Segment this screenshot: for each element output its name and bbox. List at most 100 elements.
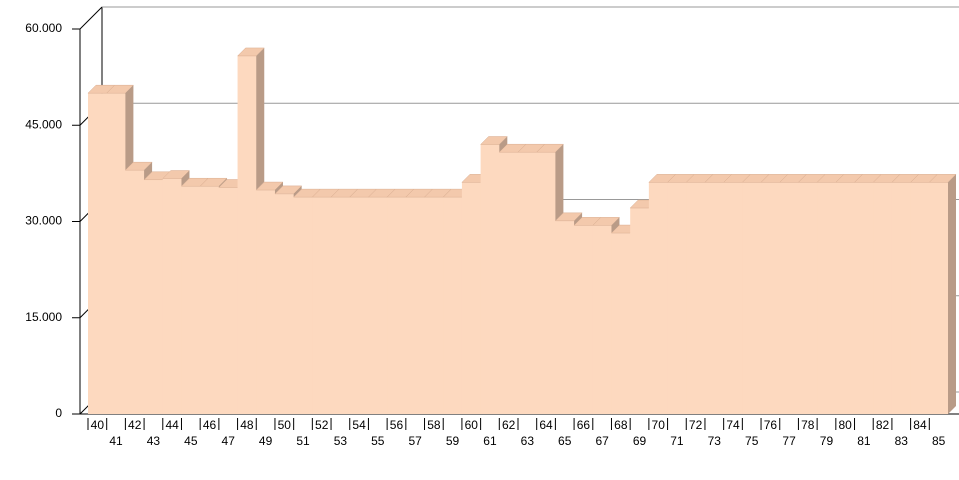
bar (331, 197, 351, 414)
bar (293, 197, 313, 414)
bar (667, 182, 687, 414)
x-tick-label: 70 (652, 418, 666, 432)
x-tick-label: 64 (539, 418, 553, 432)
x-tick-label: 62 (502, 418, 516, 432)
x-tick-label: 46 (203, 418, 217, 432)
x-tick-label: 84 (913, 418, 927, 432)
x-tick-label: 80 (838, 418, 852, 432)
x-tick-label: 49 (259, 434, 273, 448)
bar (574, 225, 594, 414)
bar (854, 182, 874, 414)
x-tick-label: 54 (352, 418, 366, 432)
bar-side (274, 182, 283, 194)
bar (256, 190, 276, 414)
x-tick-label: 60 (465, 418, 479, 432)
x-tick-label: 58 (427, 418, 441, 432)
x-tick-label: 75 (745, 434, 759, 448)
x-tick-label: 47 (222, 434, 236, 448)
y-tick-label: 15.000 (25, 310, 62, 324)
bar (368, 197, 388, 414)
bar (686, 182, 706, 414)
x-tick-label: 72 (689, 418, 703, 432)
bar-side (256, 47, 265, 191)
bar-side (293, 185, 302, 198)
bar (181, 186, 201, 414)
bar (891, 182, 912, 414)
x-tick-label: 51 (296, 434, 310, 448)
bar (742, 182, 762, 414)
bar-side (181, 170, 190, 187)
bar (387, 197, 407, 414)
bar (88, 93, 108, 415)
bar (873, 182, 893, 414)
bar (144, 179, 164, 414)
bar-side (574, 212, 583, 226)
bar (461, 182, 482, 414)
y-tick-label: 45.000 (25, 117, 62, 131)
x-tick-label: 81 (857, 434, 871, 448)
bar (630, 208, 650, 414)
bar (218, 187, 239, 414)
x-tick-label: 83 (895, 434, 909, 448)
bar (518, 152, 538, 414)
x-tick-label: 55 (371, 434, 385, 448)
bar (611, 233, 631, 414)
x-tick-label: 45 (184, 434, 198, 448)
x-tick-label: 71 (670, 434, 684, 448)
x-tick-label: 77 (782, 434, 796, 448)
bar (555, 220, 575, 414)
x-tick-label: 82 (876, 418, 890, 432)
x-tick-label: 50 (278, 418, 292, 432)
x-tick-label: 61 (483, 434, 497, 448)
x-tick-label: 74 (726, 418, 740, 432)
bar (761, 182, 781, 414)
x-tick-label: 85 (932, 434, 946, 448)
x-tick-label: 63 (521, 434, 535, 448)
x-tick-label: 67 (595, 434, 609, 448)
x-tick-label: 65 (558, 434, 572, 448)
bar (536, 152, 556, 414)
bar-side (499, 136, 508, 153)
x-tick-label: 48 (240, 418, 254, 432)
bar (723, 182, 743, 414)
bar (910, 182, 930, 414)
bar (405, 197, 426, 414)
x-tick-label: 69 (633, 434, 647, 448)
x-tick-label: 40 (91, 418, 105, 432)
bar (817, 182, 837, 414)
bar (592, 225, 612, 414)
bar-side (611, 217, 620, 234)
bar (779, 182, 799, 414)
x-tick-label: 43 (147, 434, 161, 448)
wall-diagonal (79, 6, 103, 30)
x-tick-label: 78 (801, 418, 815, 432)
bar (162, 178, 182, 414)
x-tick-label: 73 (708, 434, 722, 448)
y-tick-label: 60.000 (25, 21, 62, 35)
bar (200, 186, 220, 414)
bar (125, 170, 145, 414)
y-tick-label: 0 (55, 406, 62, 420)
bar (929, 182, 949, 414)
x-tick-label: 56 (390, 418, 404, 432)
bar (443, 197, 463, 414)
bar (424, 197, 444, 414)
x-tick-label: 52 (315, 418, 329, 432)
bar (349, 197, 369, 414)
bar-side (555, 144, 564, 221)
bar (237, 55, 257, 414)
bar (704, 182, 725, 414)
bar (835, 182, 856, 414)
x-tick-label: 76 (764, 418, 778, 432)
x-tick-label: 59 (446, 434, 460, 448)
y-tick-label: 30.000 (25, 214, 62, 228)
bar-side (144, 162, 153, 180)
x-tick-label: 66 (577, 418, 591, 432)
bar (106, 93, 126, 415)
x-tick-label: 57 (408, 434, 422, 448)
bar (274, 193, 295, 414)
x-tick-label: 79 (820, 434, 834, 448)
x-tick-label: 68 (614, 418, 628, 432)
